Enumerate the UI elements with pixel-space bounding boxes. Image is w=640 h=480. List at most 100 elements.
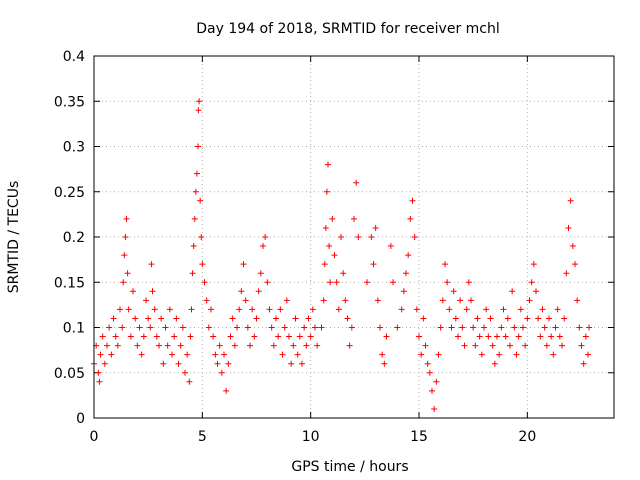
data-point — [502, 333, 509, 340]
data-point — [491, 360, 498, 367]
data-points — [91, 98, 593, 412]
data-point — [528, 279, 535, 286]
data-point — [496, 351, 503, 358]
data-point — [374, 297, 381, 304]
data-point — [472, 342, 479, 349]
data-point — [500, 306, 507, 313]
data-point — [244, 324, 251, 331]
data-point — [444, 279, 451, 286]
x-tick-label: 20 — [518, 429, 536, 445]
y-tick-label: 0.15 — [54, 275, 85, 291]
data-point — [342, 297, 349, 304]
data-point — [182, 369, 188, 376]
data-point — [179, 324, 186, 331]
y-tick-label: 0.3 — [63, 140, 85, 156]
data-point — [494, 333, 500, 340]
data-point — [327, 279, 334, 286]
data-point — [96, 378, 103, 385]
data-point — [253, 315, 260, 322]
data-point — [582, 333, 589, 340]
data-point — [143, 297, 149, 304]
data-point — [120, 279, 127, 286]
data-point — [190, 243, 197, 250]
y-tick-label: 0.2 — [63, 230, 85, 246]
data-point — [229, 315, 236, 322]
data-point — [370, 261, 377, 268]
data-point — [266, 306, 273, 313]
data-point — [205, 324, 212, 331]
data-point — [305, 315, 312, 322]
data-point — [153, 333, 160, 340]
data-point — [379, 351, 386, 358]
data-point — [318, 324, 325, 331]
data-point — [368, 234, 375, 240]
data-point — [140, 333, 147, 340]
data-point — [268, 324, 275, 331]
data-point — [567, 197, 574, 204]
data-point — [387, 243, 394, 250]
data-point — [175, 360, 182, 367]
x-tick-label: 10 — [302, 429, 320, 445]
data-point — [189, 270, 196, 277]
data-point — [526, 297, 533, 304]
data-point — [95, 369, 102, 376]
data-point — [498, 324, 505, 331]
data-point — [403, 270, 409, 277]
data-point — [539, 306, 546, 313]
data-point — [273, 315, 279, 322]
data-point — [195, 143, 201, 150]
data-point — [509, 288, 516, 295]
data-point — [108, 351, 115, 358]
data-point — [198, 234, 205, 240]
data-point — [114, 342, 121, 349]
data-point — [164, 342, 171, 349]
data-point — [212, 351, 219, 358]
data-point — [520, 324, 526, 331]
data-point — [325, 161, 331, 168]
data-point — [351, 215, 357, 222]
data-point — [307, 333, 314, 340]
data-point — [122, 234, 129, 240]
data-point — [323, 188, 330, 195]
data-point — [147, 324, 154, 331]
data-point — [106, 324, 113, 331]
data-point — [227, 333, 234, 340]
data-point — [195, 107, 202, 114]
data-point — [572, 261, 578, 268]
data-point — [346, 342, 353, 349]
data-point — [329, 215, 336, 222]
data-point — [543, 342, 550, 349]
data-point — [294, 351, 301, 358]
data-point — [101, 360, 108, 367]
data-point — [201, 279, 208, 286]
data-point — [530, 261, 537, 268]
data-point — [173, 315, 180, 322]
data-point — [283, 297, 290, 304]
data-point — [125, 306, 132, 313]
data-point — [275, 333, 282, 340]
data-point — [465, 279, 472, 286]
data-point — [117, 306, 123, 313]
data-point — [418, 351, 425, 358]
data-point — [187, 333, 194, 340]
data-point — [240, 261, 247, 268]
data-point — [377, 324, 383, 331]
data-point — [214, 360, 221, 367]
data-point — [470, 324, 477, 331]
data-point — [234, 324, 240, 331]
data-point — [569, 243, 576, 250]
data-point — [517, 306, 524, 313]
data-point — [238, 288, 245, 295]
data-point — [216, 342, 223, 349]
x-axis-label: GPS time / hours — [291, 459, 408, 475]
x-tick-label: 5 — [198, 429, 207, 445]
data-point — [355, 234, 362, 240]
data-point — [585, 351, 591, 358]
y-tick-label: 0.25 — [54, 185, 85, 201]
data-point — [223, 387, 230, 394]
data-point — [537, 333, 544, 340]
data-point — [290, 342, 297, 349]
data-point — [138, 351, 145, 358]
plot-frame — [93, 55, 615, 419]
data-point — [338, 234, 344, 240]
